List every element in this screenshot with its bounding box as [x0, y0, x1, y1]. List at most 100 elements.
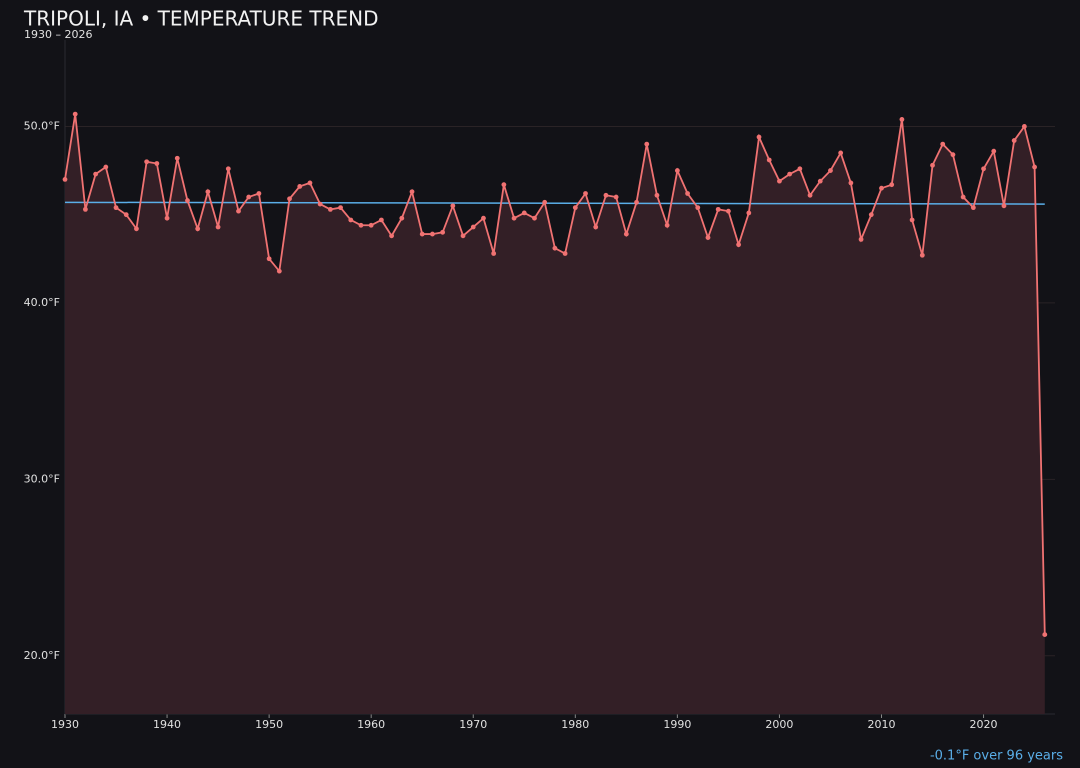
- data-point: [154, 161, 160, 166]
- data-point: [481, 215, 486, 221]
- data-point: [889, 182, 895, 188]
- data-point: [766, 157, 772, 163]
- data-point: [838, 150, 844, 156]
- y-tick-label: 50.0°F: [24, 119, 60, 132]
- data-point: [215, 224, 221, 230]
- data-point: [705, 235, 711, 241]
- y-tick-label: 30.0°F: [24, 472, 60, 485]
- chart-title: TRIPOLI, IA • TEMPERATURE TREND: [23, 7, 379, 31]
- data-point: [185, 198, 190, 203]
- data-point: [715, 206, 721, 212]
- data-point: [828, 168, 833, 173]
- trend-line: [64, 201, 1045, 205]
- data-point: [123, 212, 129, 218]
- x-tick-label: 2020: [970, 718, 998, 731]
- x-tick-label: 1940: [153, 718, 181, 731]
- data-point: [919, 252, 925, 258]
- data-point: [287, 196, 292, 202]
- x-tick-label: 1960: [357, 718, 385, 731]
- data-point: [879, 185, 884, 191]
- data-point: [562, 251, 568, 256]
- x-tick-label: 1980: [561, 718, 589, 731]
- data-point: [62, 176, 68, 182]
- data-point: [113, 205, 119, 211]
- data-point: [950, 152, 956, 158]
- data-point: [991, 148, 997, 154]
- data-point: [419, 231, 425, 237]
- data-point: [899, 116, 905, 122]
- data-point: [858, 236, 864, 242]
- data-point: [940, 141, 946, 147]
- x-tick-label: 2000: [765, 718, 793, 731]
- data-point: [868, 212, 874, 218]
- data-point: [378, 217, 384, 223]
- data-point: [613, 194, 619, 200]
- data-point: [1021, 124, 1027, 129]
- data-point: [960, 194, 966, 200]
- data-point: [930, 162, 935, 168]
- data-point: [542, 199, 548, 205]
- data-point: [236, 208, 241, 214]
- data-point: [358, 222, 364, 228]
- area-fill: [65, 114, 1045, 714]
- x-tick-label: 1930: [51, 718, 79, 731]
- data-point: [1032, 164, 1037, 170]
- data-point: [817, 178, 823, 184]
- data-point: [1011, 138, 1017, 143]
- data-point: [552, 245, 558, 251]
- data-point: [317, 201, 323, 207]
- data-point: [970, 205, 976, 211]
- data-point: [756, 134, 762, 140]
- data-point: [276, 268, 282, 274]
- data-point: [644, 141, 650, 147]
- data-point: [777, 178, 782, 184]
- data-point: [450, 203, 456, 209]
- data-point: [440, 229, 446, 235]
- data-point: [807, 192, 813, 198]
- data-point: [491, 251, 497, 256]
- data-point: [981, 166, 986, 172]
- data-point: [256, 191, 262, 196]
- data-point: [266, 256, 272, 262]
- data-point: [134, 226, 139, 232]
- data-point: [338, 205, 343, 211]
- data-point: [511, 215, 517, 221]
- data-point: [348, 217, 354, 223]
- data-point: [501, 182, 507, 188]
- data-point: [726, 208, 731, 214]
- x-tick-label: 1970: [459, 718, 487, 731]
- data-point: [674, 168, 680, 173]
- data-point: [470, 224, 476, 230]
- data-point: [532, 215, 537, 221]
- data-point: [654, 192, 660, 198]
- data-point: [195, 226, 201, 232]
- data-point: [623, 231, 629, 237]
- data-point: [174, 155, 180, 161]
- data-point: [736, 242, 742, 248]
- y-tick-label: 40.0°F: [24, 296, 60, 309]
- data-point: [368, 222, 374, 228]
- data-point: [572, 205, 578, 211]
- data-point: [593, 224, 599, 230]
- data-point: [685, 191, 690, 196]
- data-point: [225, 166, 231, 172]
- x-tick-label: 1990: [663, 718, 691, 731]
- data-point: [83, 206, 88, 212]
- data-point: [430, 231, 435, 237]
- y-tick-label: 20.0°F: [24, 649, 60, 662]
- data-point: [797, 166, 803, 172]
- data-point: [72, 111, 78, 117]
- data-point: [327, 206, 333, 212]
- data-point: [103, 164, 109, 170]
- data-point: [307, 180, 313, 186]
- data-point: [603, 192, 609, 198]
- data-point: [246, 194, 252, 200]
- data-point: [93, 171, 99, 177]
- data-point: [144, 159, 150, 165]
- data-point: [664, 222, 670, 228]
- data-point: [909, 217, 915, 223]
- data-point: [460, 233, 466, 239]
- data-point: [409, 189, 415, 195]
